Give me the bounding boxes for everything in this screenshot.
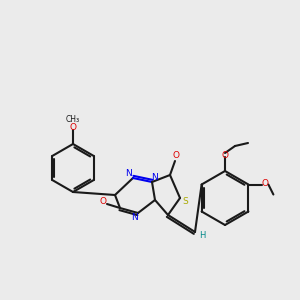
Text: N: N <box>132 212 138 221</box>
Text: S: S <box>182 196 188 206</box>
Text: CH₃: CH₃ <box>66 116 80 124</box>
Text: H: H <box>199 232 205 241</box>
Text: O: O <box>70 124 76 133</box>
Text: N: N <box>151 172 158 182</box>
Text: O: O <box>100 197 106 206</box>
Text: O: O <box>172 152 179 160</box>
Text: O: O <box>262 179 269 188</box>
Text: O: O <box>221 151 229 160</box>
Text: N: N <box>124 169 131 178</box>
